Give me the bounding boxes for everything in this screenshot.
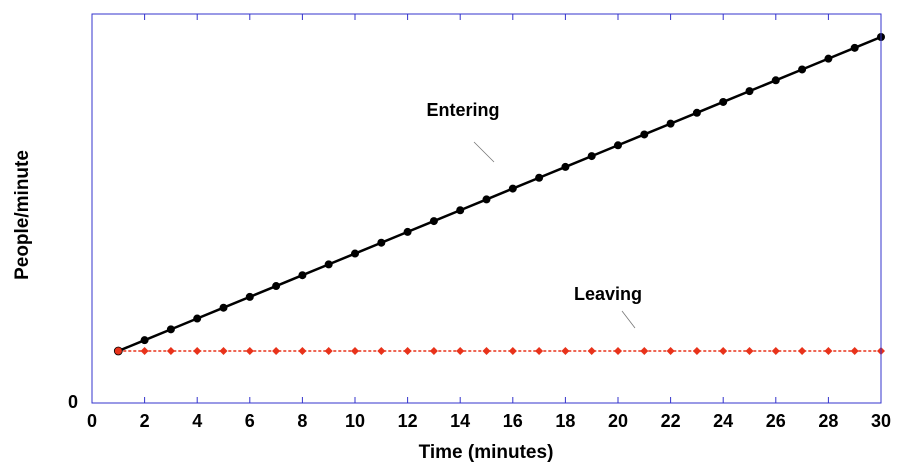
x-tick-label: 6: [245, 411, 255, 431]
data-point-leaving: [193, 347, 202, 355]
annotation-leaving: Leaving: [574, 284, 642, 304]
x-tick-label: 2: [140, 411, 150, 431]
data-point-leaving: [166, 347, 175, 355]
data-point-leaving: [298, 347, 307, 355]
data-point-leaving: [771, 347, 780, 355]
x-tick-label: 20: [608, 411, 628, 431]
annotation-entering-pointer: [473, 141, 495, 163]
series-entering: [114, 33, 885, 355]
data-point-leaving: [692, 347, 701, 355]
data-point-leaving: [324, 347, 333, 355]
data-point-entering: [692, 108, 701, 117]
data-point-leaving: [535, 347, 544, 355]
data-point-leaving: [351, 347, 359, 355]
data-point-leaving: [561, 347, 570, 355]
plot-frame: [91, 13, 882, 404]
y-tick-label-0: 0: [68, 392, 78, 412]
annotation-entering: Entering: [426, 100, 499, 120]
x-tick-label: 4: [192, 411, 202, 431]
x-tick-labels: 0 2 4 6 8 10 12 14 16 18 20 22 24 26 28 30: [87, 411, 891, 431]
data-point-leaving: [245, 347, 254, 355]
data-point-entering: [771, 76, 780, 85]
data-point-entering: [719, 97, 728, 106]
x-tick-label: 18: [555, 411, 575, 431]
data-point-entering: [798, 65, 807, 74]
data-point-entering: [745, 87, 754, 96]
x-axis-label: Time (minutes): [419, 442, 554, 463]
data-point-entering: [377, 238, 386, 247]
data-point-entering: [351, 249, 359, 258]
data-point-entering: [587, 152, 596, 161]
x-tick-label: 22: [661, 411, 681, 431]
data-point-leaving: [508, 347, 517, 355]
axis-ticks: [91, 14, 882, 403]
data-point-entering: [429, 217, 438, 226]
data-point-leaving: [482, 347, 491, 355]
data-point-leaving: [798, 347, 807, 355]
data-point-leaving: [140, 347, 149, 355]
data-point-entering: [666, 119, 675, 128]
y-axis-label: People/minute: [12, 150, 33, 280]
data-point-leaving: [219, 347, 228, 355]
x-tick-label: 26: [766, 411, 786, 431]
data-point-entering: [140, 336, 149, 345]
data-point-leaving: [666, 347, 675, 355]
data-point-entering: [456, 206, 465, 215]
data-point-leaving: [377, 347, 386, 355]
data-point-entering: [272, 282, 281, 291]
data-point-entering: [403, 227, 412, 236]
data-point-entering: [640, 130, 649, 139]
data-point-entering: [508, 184, 517, 193]
x-tick-label: 8: [297, 411, 307, 431]
data-point-entering: [482, 195, 491, 204]
data-point-leaving: [850, 347, 859, 355]
data-point-entering: [561, 162, 570, 171]
data-point-entering: [193, 314, 202, 323]
x-tick-label: 30: [871, 411, 891, 431]
data-point-leaving: [614, 347, 622, 355]
data-point-entering: [824, 54, 833, 63]
series-line-entering: [117, 35, 882, 353]
series-leaving: [114, 347, 885, 355]
x-tick-label: 16: [503, 411, 523, 431]
chart-marks: [113, 33, 885, 356]
data-point-leaving: [272, 347, 281, 355]
data-point-start: [113, 346, 123, 356]
data-point-leaving: [745, 347, 754, 355]
data-point-leaving: [403, 347, 412, 355]
data-point-leaving: [824, 347, 833, 355]
data-point-entering: [324, 260, 333, 269]
data-point-entering: [219, 303, 228, 312]
data-point-leaving: [429, 347, 438, 355]
data-point-entering: [535, 173, 544, 182]
x-tick-label: 14: [450, 411, 470, 431]
data-point-leaving: [719, 347, 728, 355]
data-point-leaving: [587, 347, 596, 355]
data-point-entering: [850, 43, 859, 52]
data-point-leaving: [640, 347, 649, 355]
annotation-leaving-pointer: [621, 310, 636, 329]
data-point-leaving: [456, 347, 465, 355]
data-point-entering: [166, 325, 175, 334]
data-point-entering: [245, 292, 254, 301]
x-tick-label: 10: [345, 411, 365, 431]
x-tick-label: 12: [398, 411, 418, 431]
data-point-entering: [614, 141, 622, 150]
x-tick-label: 24: [713, 411, 733, 431]
x-tick-label: 0: [87, 411, 97, 431]
data-point-entering: [298, 271, 307, 280]
x-tick-label: 28: [818, 411, 838, 431]
